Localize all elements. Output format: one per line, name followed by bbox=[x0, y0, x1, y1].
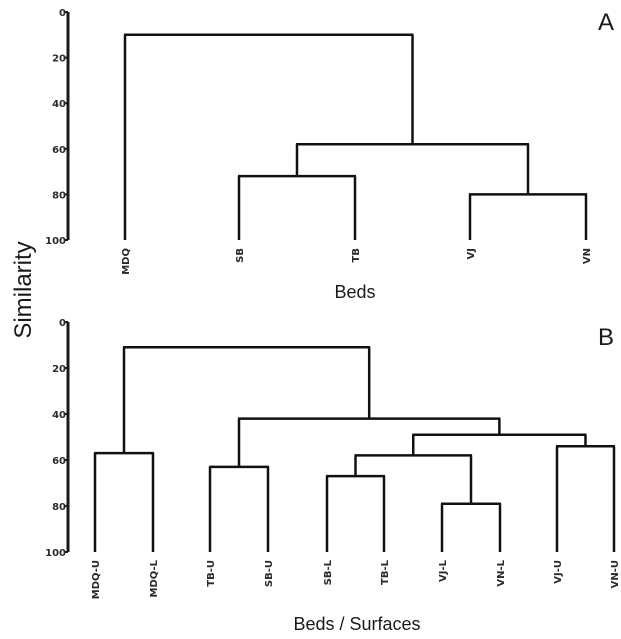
leaf-label: VN-L bbox=[496, 559, 507, 586]
y-tick-label: 100 bbox=[45, 548, 66, 559]
y-tick-label: 80 bbox=[52, 190, 66, 201]
leaf-label: VJ-L bbox=[438, 559, 449, 582]
leaf-label: MDQ-U bbox=[91, 560, 102, 599]
leaf-label: SB bbox=[235, 248, 246, 263]
panel-b: 0 20 40 60 80 100 B Beds / Surfaces MDQ-U MDQ-L TB… bbox=[45, 318, 621, 634]
leaf-label: VJ bbox=[466, 248, 477, 259]
y-tick-label: 0 bbox=[59, 318, 66, 329]
y-tick-label: 40 bbox=[52, 99, 66, 110]
panel-letter: A bbox=[598, 9, 614, 36]
leaf-label: VN bbox=[582, 248, 593, 264]
leaf-label: SB-L bbox=[323, 559, 334, 585]
x-axis-label: Beds / Surfaces bbox=[293, 614, 420, 634]
panel-a: 0 20 40 60 80 100 A Beds MDQ SB TB VJ VN bbox=[45, 8, 614, 302]
leaf-label: TB bbox=[351, 248, 362, 262]
leaf-label: VN-U bbox=[610, 560, 621, 588]
leaf-label: TB-L bbox=[380, 559, 391, 585]
leaf-label: VJ-U bbox=[553, 560, 564, 584]
y-tick-label: 60 bbox=[52, 145, 66, 156]
leaf-label: MDQ-L bbox=[149, 559, 160, 597]
y-axis-label: Similarity bbox=[10, 241, 37, 338]
y-tick-label: 100 bbox=[45, 236, 66, 247]
y-tick-label: 80 bbox=[52, 502, 66, 513]
leaf-label: TB-U bbox=[206, 560, 217, 587]
y-tick-label: 0 bbox=[59, 8, 66, 19]
leaf-label: SB-U bbox=[264, 560, 275, 587]
panel-letter: B bbox=[598, 324, 614, 351]
y-tick-label: 20 bbox=[52, 54, 66, 65]
leaf-label: MDQ bbox=[121, 248, 132, 275]
y-tick-label: 60 bbox=[52, 456, 66, 467]
x-axis-label: Beds bbox=[334, 282, 375, 302]
y-tick-label: 40 bbox=[52, 410, 66, 421]
y-tick-label: 20 bbox=[52, 364, 66, 375]
